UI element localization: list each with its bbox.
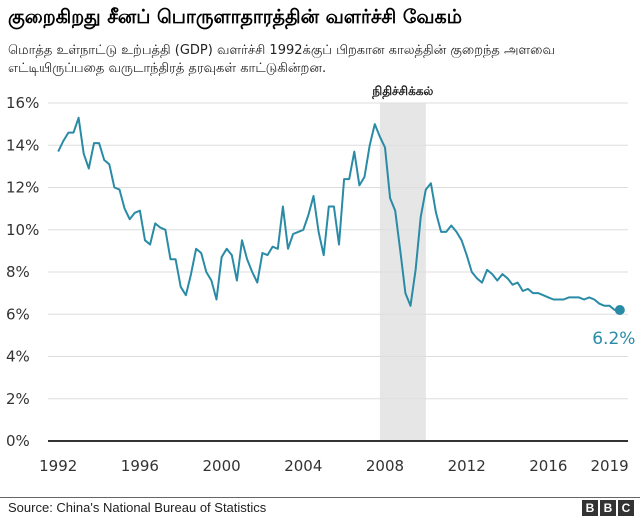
- bbc-logo-letter: B: [600, 500, 616, 516]
- y-tick-label: 14%: [6, 136, 39, 154]
- y-tick-label: 0%: [6, 432, 30, 450]
- grid-lines: [48, 102, 628, 400]
- x-axis-tick-labels: 1992 1996 2000 2004 2008 2012 2016 2019: [39, 457, 629, 475]
- x-tick-label: 2008: [366, 457, 404, 475]
- chart-title: குறைகிறது சீனப் பொருளாதாரத்தின் வளர்ச்சி…: [8, 6, 462, 28]
- x-tick-label: 2000: [202, 457, 240, 475]
- x-tick-label: 2012: [448, 457, 486, 475]
- source-note: Source: China's National Bureau of Stati…: [8, 500, 267, 515]
- gdp-growth-line: [57, 116, 620, 311]
- y-tick-label: 2%: [6, 390, 30, 408]
- latest-value-marker: [614, 305, 625, 316]
- line-chart: நிதிச்சிக்கல் 0% 2% 4% 6% 8% 10% 12% 14% 16% 199…: [6, 84, 635, 475]
- x-tick-label: 1992: [39, 457, 77, 475]
- bbc-logo-letter: C: [618, 500, 634, 516]
- footer-bar: Source: China's National Bureau of Stati…: [0, 497, 640, 520]
- y-tick-label: 8%: [6, 263, 30, 281]
- y-tick-label: 6%: [6, 305, 30, 323]
- y-tick-label: 16%: [6, 94, 39, 112]
- chart-subtitle: மொத்த உள்நாட்டு உற்பத்தி (GDP) வளர்ச்சி …: [8, 43, 555, 76]
- y-tick-label: 4%: [6, 348, 30, 366]
- bbc-logo-letter: B: [582, 500, 598, 516]
- x-tick-label: 2019: [591, 457, 629, 475]
- x-tick-label: 2004: [284, 457, 322, 475]
- latest-value-label: 6.2%: [592, 329, 635, 349]
- financial-crisis-label: நிதிச்சிக்கல்: [371, 84, 433, 99]
- bbc-logo: B B C: [582, 500, 634, 516]
- y-tick-label: 12%: [6, 179, 39, 197]
- x-tick-label: 1996: [121, 457, 159, 475]
- y-tick-label: 10%: [6, 221, 39, 239]
- y-axis-tick-labels: 0% 2% 4% 6% 8% 10% 12% 14% 16%: [6, 94, 39, 450]
- x-tick-label: 2016: [529, 457, 567, 475]
